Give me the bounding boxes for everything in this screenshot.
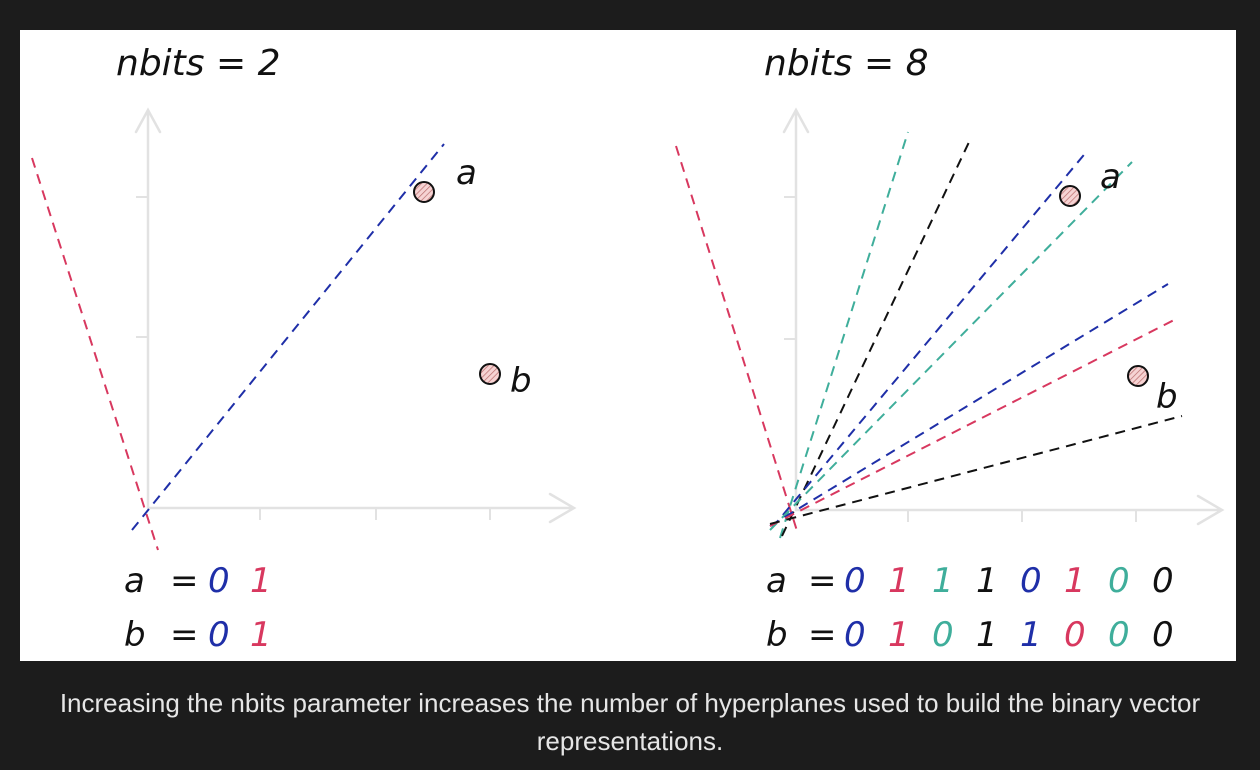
right-code-a-bit: 0: [1108, 561, 1130, 601]
right-code-b: b = 0 1 0 1 1 0 0 0: [766, 615, 1174, 655]
right-code-a-bit: 0: [844, 561, 866, 601]
right-hyperplane-blue-2: [769, 283, 1169, 527]
hyperplane-diagram: nbits = 2 a b a = 0 1: [31, 43, 1225, 655]
left-point-a-label: a: [456, 153, 477, 193]
right-code-b-bit: 0: [844, 615, 866, 655]
left-code-b-bit: 1: [250, 615, 272, 655]
figure-panel: nbits = 2 a b a = 0 1: [20, 30, 1236, 661]
figure-caption: Increasing the nbits parameter increases…: [59, 688, 1201, 756]
right-code-b-bit: 0: [1152, 615, 1174, 655]
right-code-a-equals: =: [808, 561, 837, 601]
right-code-b-bit: 0: [1108, 615, 1130, 655]
right-code-a-bit: 1: [888, 561, 910, 601]
right-point-b-label: b: [1156, 377, 1178, 417]
left-panel: nbits = 2 a b a = 0 1: [31, 43, 577, 655]
right-code-b-bit: 0: [1064, 615, 1086, 655]
left-hyperplane-pink: [31, 157, 159, 551]
right-code-b-bit: 1: [888, 615, 910, 655]
right-x-axis: [794, 494, 1225, 526]
right-code-b-equals: =: [808, 615, 837, 655]
right-code-a-bit: 0: [1020, 561, 1042, 601]
right-panel: nbits = 8 a b a: [675, 43, 1225, 655]
left-code-b: b = 0 1: [124, 615, 272, 655]
left-point-b-label: b: [510, 361, 532, 401]
right-code-b-bit: 1: [1020, 615, 1042, 655]
right-point-a-label: a: [1100, 157, 1121, 197]
right-hyperplane-teal-1: [779, 131, 909, 539]
left-title: nbits = 2: [116, 43, 281, 84]
left-code-b-equals: =: [170, 615, 199, 655]
right-hyperplane-pink-steep: [675, 145, 799, 535]
left-x-axis: [146, 492, 577, 524]
left-code-b-label: b: [124, 615, 146, 655]
right-code-b-bit: 1: [976, 615, 998, 655]
right-code-a-bit: 1: [976, 561, 998, 601]
left-code-a-bit: 1: [250, 561, 272, 601]
right-hyperplane-black-2: [769, 415, 1183, 525]
right-hyperplane-black-1: [781, 139, 971, 537]
left-point-a: [413, 181, 435, 203]
left-y-axis: [134, 107, 162, 510]
right-code-a-label: a: [766, 561, 787, 601]
left-code-a-label: a: [124, 561, 145, 601]
left-code-a-bit: 0: [208, 561, 230, 601]
right-title: nbits = 8: [764, 43, 929, 84]
right-hyperplane-blue-1: [771, 149, 1089, 529]
left-code-a: a = 0 1: [124, 561, 272, 601]
right-code-a-bit: 1: [932, 561, 954, 601]
right-point-b: [1127, 365, 1149, 387]
left-hyperplane-blue: [131, 143, 445, 531]
left-code-a-equals: =: [170, 561, 199, 601]
right-code-a-bit: 1: [1064, 561, 1086, 601]
right-code-a-bit: 0: [1152, 561, 1174, 601]
right-hyperplane-teal-2: [769, 161, 1133, 531]
right-code-b-label: b: [766, 615, 788, 655]
right-y-axis: [782, 107, 810, 512]
left-code-b-bit: 0: [208, 615, 230, 655]
right-hyperplane-pink-2: [769, 319, 1175, 527]
right-code-b-bit: 0: [932, 615, 954, 655]
right-point-a: [1059, 185, 1081, 207]
right-code-a: a = 0 1 1 1 0 1 0 0: [766, 561, 1174, 601]
left-point-b: [479, 363, 501, 385]
